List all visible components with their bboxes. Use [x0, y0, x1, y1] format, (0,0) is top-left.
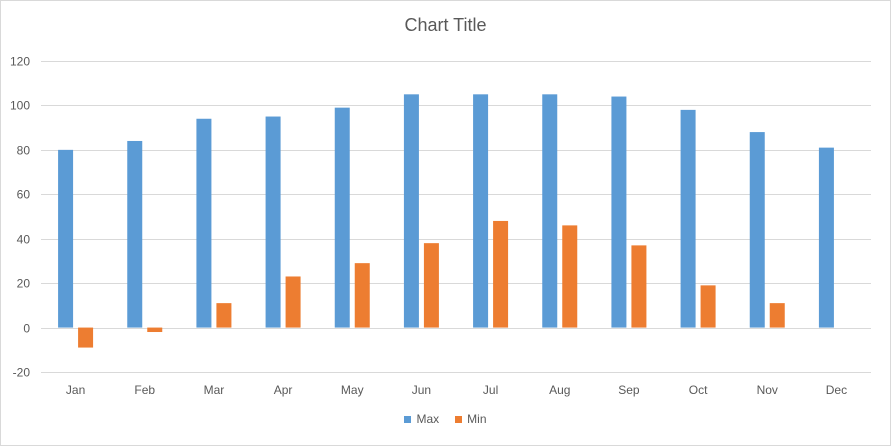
y-tick-label: 80 [17, 144, 31, 158]
x-tick-label-sep: Sep [618, 383, 640, 397]
x-tick-label-dec: Dec [826, 383, 847, 397]
x-tick-label-jul: Jul [483, 383, 498, 397]
x-tick-label-jan: Jan [66, 383, 85, 397]
bar-min-mar [216, 303, 232, 328]
legend-item-min: Min [455, 412, 487, 426]
y-tick-label: 60 [17, 188, 31, 202]
bar-max-aug [542, 94, 558, 328]
bar-max-mar [196, 118, 212, 328]
bar-min-oct [700, 285, 716, 328]
bar-max-jan [58, 149, 74, 328]
x-tick-label-nov: Nov [757, 383, 778, 397]
bar-max-jun [403, 94, 419, 328]
bar-max-apr [265, 116, 281, 328]
chart-title: Chart Title [404, 15, 487, 35]
x-tick-label-oct: Oct [689, 383, 708, 397]
bar-min-feb [147, 327, 163, 333]
bar-min-sep [631, 245, 647, 328]
x-axis-tick-labels: Jan Feb Mar Apr May Jun Jul Aug Sep Oct Nov Dec [66, 383, 847, 397]
x-tick-label-aug: Aug [549, 383, 570, 397]
x-tick-label-mar: Mar [204, 383, 225, 397]
y-tick-label: 40 [17, 233, 31, 247]
legend-swatch-min [455, 415, 463, 423]
legend-label-max: Max [416, 412, 440, 426]
bar-max-sep [611, 96, 627, 328]
legend-label-min: Min [467, 412, 487, 426]
x-tick-label-feb: Feb [134, 383, 155, 397]
bar-max-oct [680, 109, 696, 328]
y-tick-label: -20 [13, 366, 31, 380]
bar-min-may [354, 263, 370, 328]
bar-max-feb [127, 140, 143, 328]
legend-item-max: Max [404, 412, 439, 426]
x-tick-label-jun: Jun [412, 383, 431, 397]
bars [58, 94, 834, 348]
bar-min-jan [78, 327, 94, 348]
bar-min-aug [562, 225, 578, 328]
y-axis-tick-labels: -20 0 20 40 60 80 100 120 [10, 55, 30, 380]
bar-min-nov [769, 303, 785, 328]
bar-min-apr [285, 276, 301, 328]
y-tick-label: 120 [10, 55, 30, 69]
bar-min-jul [493, 220, 509, 328]
x-tick-label-apr: Apr [274, 383, 293, 397]
y-tick-label: 0 [23, 322, 30, 336]
bar-max-may [334, 107, 350, 328]
x-tick-label-may: May [341, 383, 364, 397]
y-tick-label: 100 [10, 99, 30, 113]
gridlines [41, 61, 871, 373]
legend-swatch-max [404, 415, 412, 423]
bar-max-nov [749, 132, 765, 328]
bar-max-dec [818, 147, 834, 328]
y-tick-label: 20 [17, 277, 31, 291]
bar-min-jun [423, 243, 439, 328]
legend: Max Min [0, 412, 891, 426]
bar-max-jul [473, 94, 489, 328]
